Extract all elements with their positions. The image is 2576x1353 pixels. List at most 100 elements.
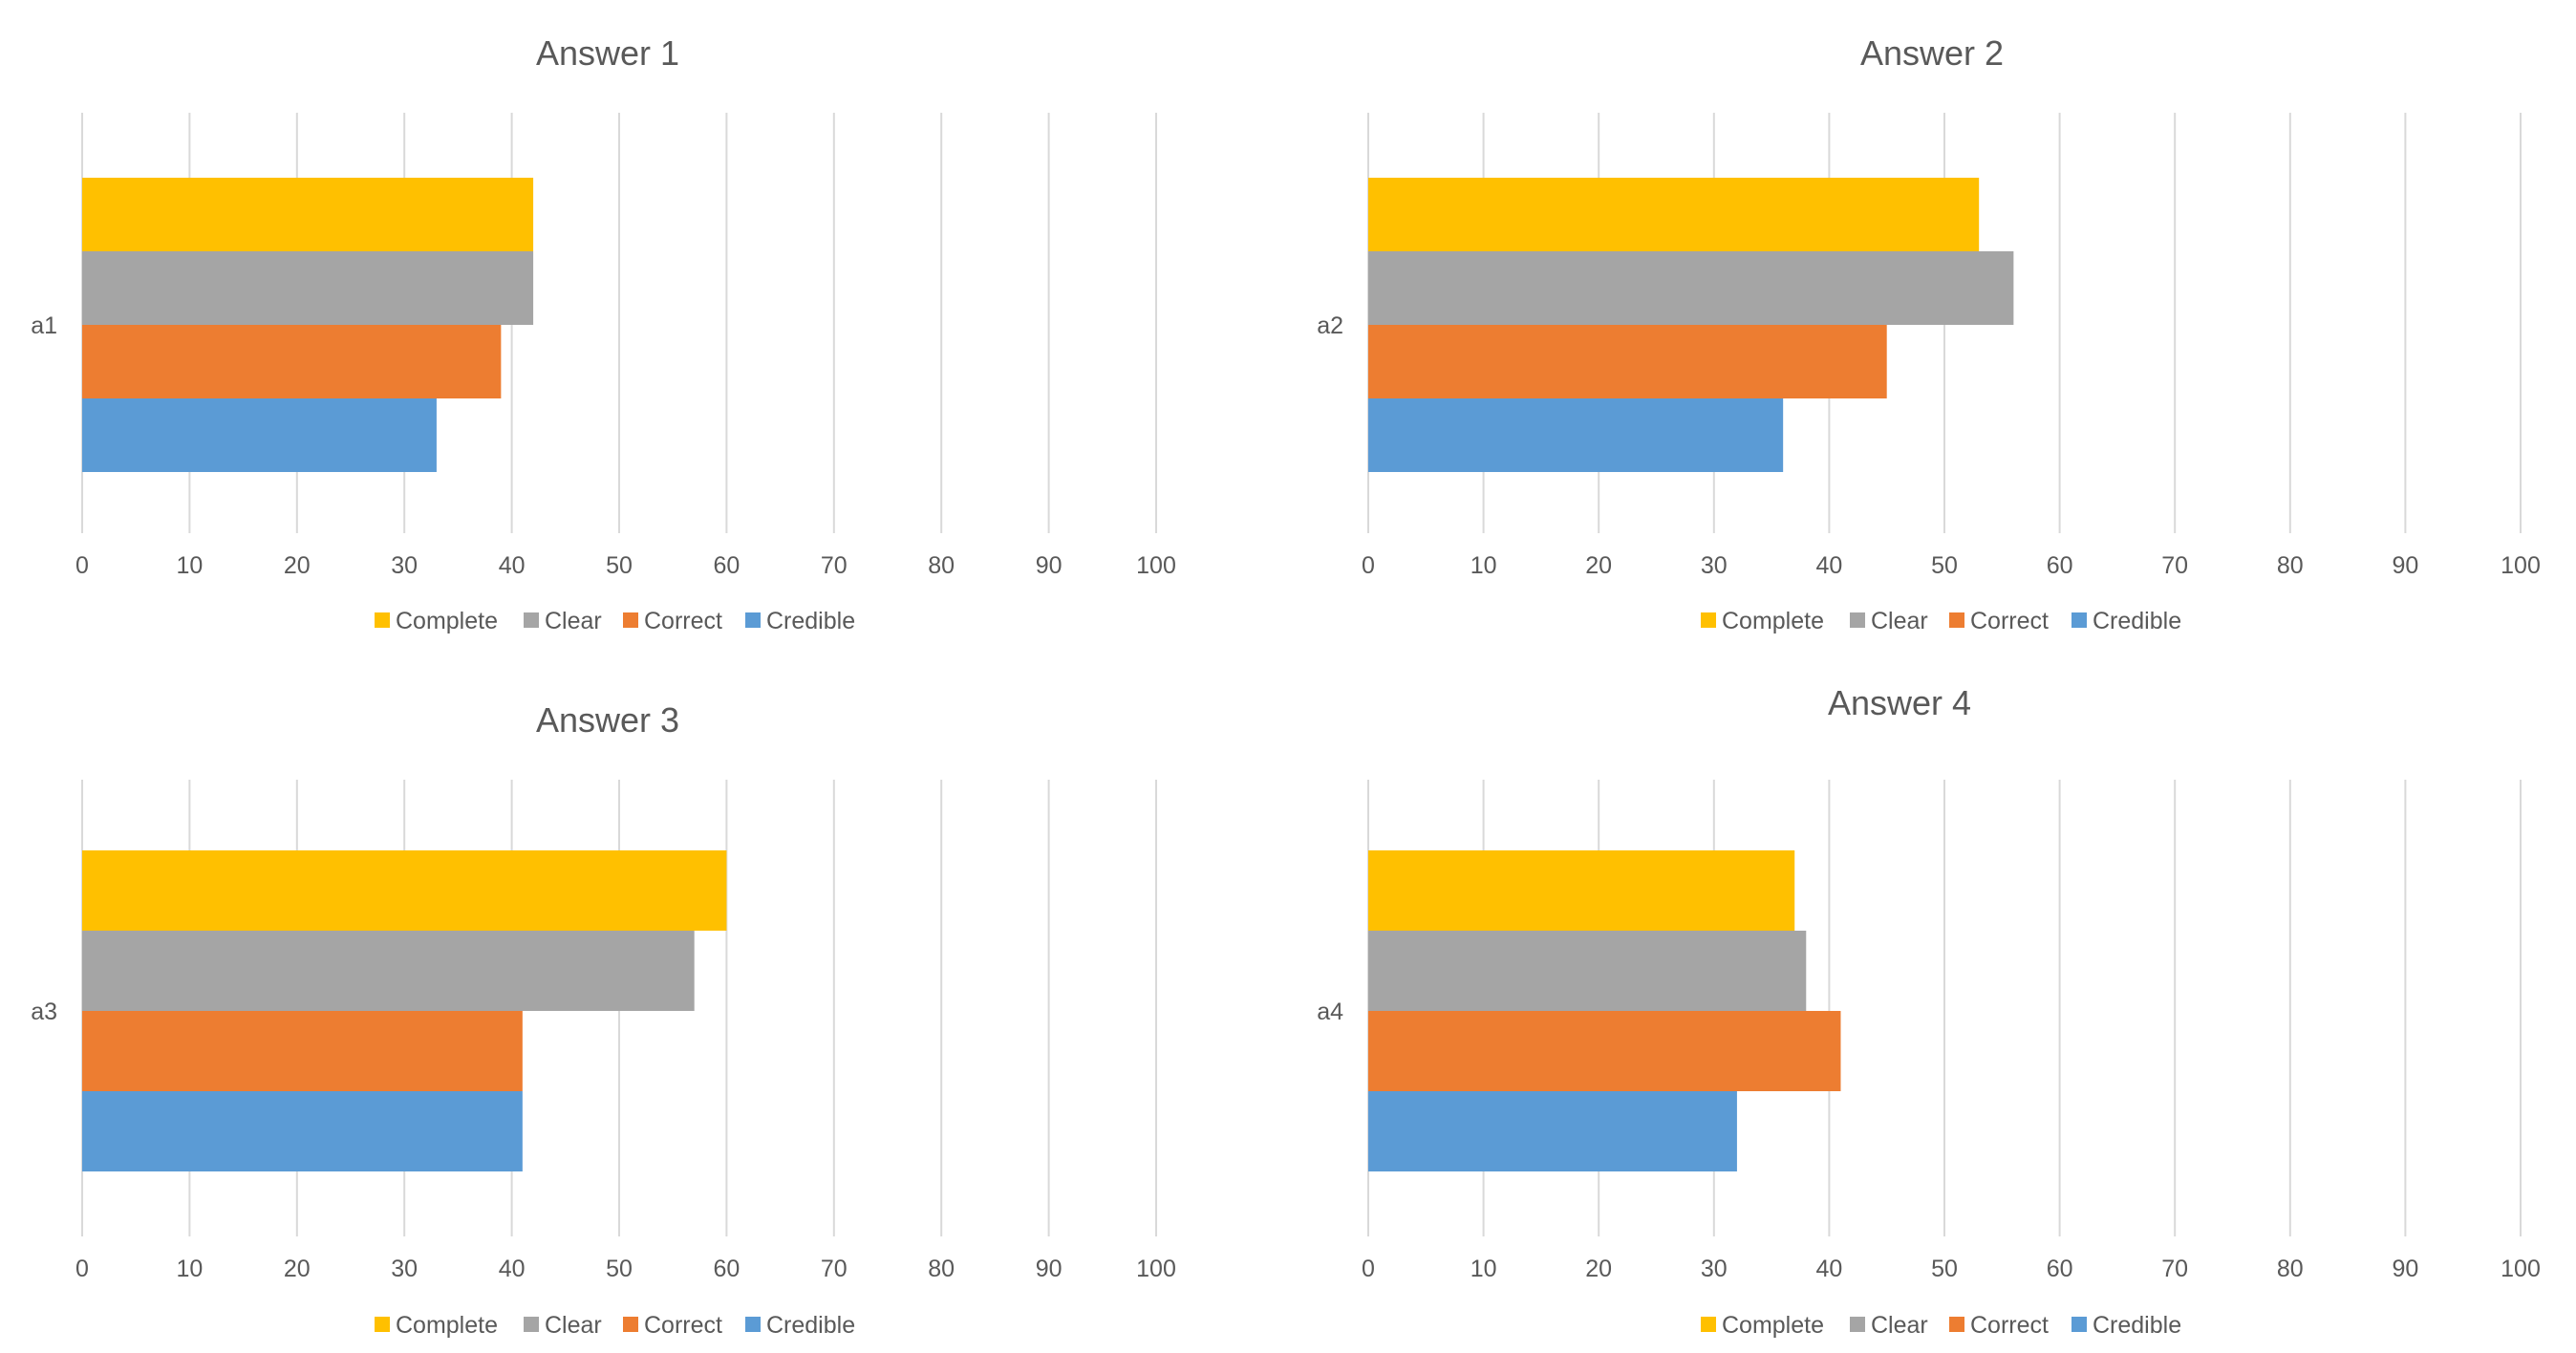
bar-clear: [82, 931, 695, 1011]
x-tick-label: 60: [2047, 1256, 2073, 1282]
x-tick-label: 50: [606, 1256, 633, 1282]
bar-complete: [82, 178, 534, 251]
legend-label-clear: Clear: [545, 608, 602, 634]
chart-panel-1: Answer 1 0 10 20 30 40 50 60 70 80 90 100 a1 Complete…: [31, 33, 1176, 634]
legend-swatch-credible: [2072, 612, 2087, 628]
x-tick-label: 10: [176, 1256, 203, 1282]
x-tick-label: 80: [2277, 1256, 2304, 1282]
legend-label-clear: Clear: [1871, 1312, 1928, 1339]
x-tick-label: 50: [1931, 1256, 1958, 1282]
x-tick-label: 60: [2047, 552, 2073, 579]
x-tick-label: 100: [1136, 552, 1176, 579]
legend-swatch-complete: [375, 1317, 390, 1332]
bar-credible: [1368, 1091, 1737, 1171]
chart-title: Answer 1: [536, 33, 679, 73]
category-label: a2: [1317, 312, 1343, 339]
legend-swatch-clear: [1850, 1317, 1865, 1332]
x-tick-label: 90: [2392, 552, 2418, 579]
x-tick-label: 90: [1036, 552, 1063, 579]
legend-swatch-complete: [375, 612, 390, 628]
x-tick-label: 0: [1362, 1256, 1375, 1282]
x-tick-label: 20: [284, 552, 311, 579]
legend-swatch-complete: [1701, 1317, 1716, 1332]
x-tick-label: 80: [2277, 552, 2304, 579]
bar-clear: [82, 251, 534, 325]
x-tick-label: 30: [1701, 1256, 1728, 1282]
legend-swatch-clear: [524, 612, 539, 628]
legend-swatch-clear: [1850, 612, 1865, 628]
bar-credible: [82, 1091, 523, 1171]
legend-label-clear: Clear: [1871, 608, 1928, 634]
x-tick-label: 80: [928, 552, 955, 579]
bar-clear: [1368, 251, 2014, 325]
x-tick-label: 30: [391, 1256, 418, 1282]
legend-label-complete: Complete: [396, 1312, 498, 1339]
x-tick-label: 0: [1362, 552, 1375, 579]
legend-swatch-correct: [623, 612, 638, 628]
x-tick-label: 90: [2392, 1256, 2418, 1282]
legend-label-credible: Credible: [766, 1312, 855, 1339]
x-tick-label: 10: [1470, 1256, 1497, 1282]
x-tick-label: 0: [75, 552, 89, 579]
legend-label-complete: Complete: [1722, 608, 1824, 634]
legend-swatch-correct: [623, 1317, 638, 1332]
x-tick-label: 100: [1136, 1256, 1176, 1282]
category-label: a4: [1317, 999, 1343, 1025]
legend-swatch-credible: [2072, 1317, 2087, 1332]
bar-clear: [1368, 931, 1807, 1011]
x-tick-label: 40: [499, 1256, 526, 1282]
bar-correct: [1368, 325, 1887, 398]
legend-label-correct: Correct: [1970, 608, 2049, 634]
x-tick-label: 40: [1815, 1256, 1842, 1282]
legend-label-complete: Complete: [1722, 1312, 1824, 1339]
x-tick-label: 30: [391, 552, 418, 579]
x-tick-label: 10: [176, 552, 203, 579]
legend-label-correct: Correct: [644, 1312, 722, 1339]
legend-label-complete: Complete: [396, 608, 498, 634]
category-label: a3: [31, 999, 57, 1025]
x-tick-label: 50: [606, 552, 633, 579]
chart-panel-3: Answer 3 0 10 20 30 40 50 60 70 80 90 100 a3 Complete…: [31, 700, 1176, 1339]
x-tick-label: 70: [821, 1256, 848, 1282]
chart-title: Answer 2: [1860, 33, 2004, 73]
x-tick-label: 50: [1931, 552, 1958, 579]
chart-panel-4: Answer 4 0 10 20 30 40 50 60 70 80 90 100 a4 Complete…: [1317, 683, 2541, 1339]
x-tick-label: 100: [2501, 552, 2541, 579]
legend-swatch-credible: [745, 612, 761, 628]
legend: Complete Clear Correct Credible: [375, 608, 855, 634]
x-tick-label: 20: [1585, 552, 1612, 579]
bar-correct: [82, 325, 502, 398]
legend-swatch-correct: [1949, 1317, 1964, 1332]
legend-label-credible: Credible: [2093, 1312, 2181, 1339]
legend-label-correct: Correct: [644, 608, 722, 634]
bar-complete: [1368, 850, 1795, 931]
x-tick-label: 90: [1036, 1256, 1063, 1282]
legend-swatch-clear: [524, 1317, 539, 1332]
chart-title: Answer 4: [1828, 683, 1971, 722]
x-tick-label: 40: [499, 552, 526, 579]
x-tick-label: 100: [2501, 1256, 2541, 1282]
legend-label-correct: Correct: [1970, 1312, 2049, 1339]
x-tick-label: 30: [1701, 552, 1728, 579]
chart-title: Answer 3: [536, 700, 679, 740]
chart-panel-2: Answer 2 0 10 20 30 40 50 60 70 80 90 100 a2 Complete…: [1317, 33, 2541, 634]
category-label: a1: [31, 312, 57, 339]
x-tick-label: 0: [75, 1256, 89, 1282]
legend: Complete Clear Correct Credible: [1701, 608, 2181, 634]
bar-complete: [82, 850, 727, 931]
x-tick-label: 70: [2161, 552, 2188, 579]
bar-correct: [82, 1011, 523, 1091]
bar-correct: [1368, 1011, 1841, 1091]
legend: Complete Clear Correct Credible: [375, 1312, 855, 1339]
bar-complete: [1368, 178, 1980, 251]
x-tick-label: 80: [928, 1256, 955, 1282]
legend-swatch-complete: [1701, 612, 1716, 628]
x-tick-label: 40: [1815, 552, 1842, 579]
legend-label-credible: Credible: [2093, 608, 2181, 634]
bar-credible: [82, 398, 437, 472]
x-tick-label: 70: [2161, 1256, 2188, 1282]
legend-label-credible: Credible: [766, 608, 855, 634]
x-tick-label: 20: [1585, 1256, 1612, 1282]
bar-credible: [1368, 398, 1784, 472]
